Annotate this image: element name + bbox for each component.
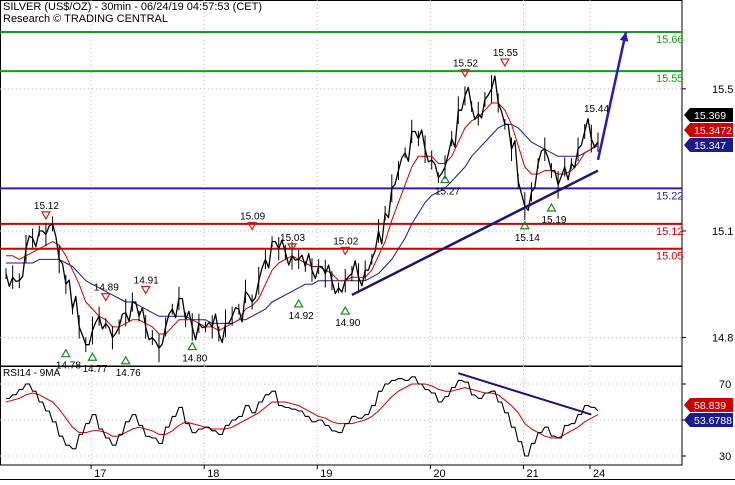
last-value-label: 15.369 xyxy=(694,110,726,122)
rsi-last-value-label: 53.6788 xyxy=(694,415,732,427)
low-label: 14.76 xyxy=(116,368,141,379)
level-label: 15.55 xyxy=(656,73,684,85)
y-tick-label: 15.5 xyxy=(712,84,733,96)
high-marker xyxy=(286,243,298,253)
rsi-line xyxy=(5,376,599,457)
high-marker xyxy=(340,246,351,256)
rsi-title: RSI14 - 9MA xyxy=(3,368,61,379)
ma-fast-line xyxy=(6,102,599,335)
low-label: 14.80 xyxy=(182,354,207,365)
low-label: 15.27 xyxy=(435,187,460,198)
rsi-y-tick-label: 70 xyxy=(719,379,731,391)
low-marker xyxy=(60,348,71,358)
low-label: 14.77 xyxy=(82,364,107,375)
rsi-last-value-box xyxy=(684,413,733,427)
low-label: 15.14 xyxy=(515,233,540,244)
high-label: 15.03 xyxy=(280,233,305,244)
research-credit: Research © TRADING CENTRAL xyxy=(3,13,168,25)
rsi-last-value-label: 58.839 xyxy=(694,400,726,412)
high-marker xyxy=(40,211,51,221)
x-tick-label: 21 xyxy=(526,468,538,480)
high-label: 15.55 xyxy=(493,48,518,59)
last-value-box xyxy=(684,138,733,152)
high-label: 15.09 xyxy=(240,212,265,223)
low-label: 14.78 xyxy=(56,361,81,372)
projection-arrowhead xyxy=(619,31,629,42)
low-marker xyxy=(87,352,98,361)
high-label: 15.12 xyxy=(34,201,59,212)
x-tick-label: 20 xyxy=(433,468,445,480)
y-tick-label: 14.8 xyxy=(712,333,733,345)
x-tick-label: 24 xyxy=(593,468,605,480)
last-value-box xyxy=(684,123,733,137)
last-value-box xyxy=(684,108,733,122)
rsi-trendline xyxy=(458,372,592,416)
last-value-label: 15.3472 xyxy=(694,125,732,137)
low-marker xyxy=(439,174,451,184)
ma-slow-line xyxy=(6,123,599,324)
low-marker xyxy=(293,298,304,308)
target-label: 15.44 xyxy=(584,104,609,115)
x-tick-label: 18 xyxy=(207,468,219,480)
rsi-y-tick-label: 30 xyxy=(719,451,731,463)
level-label: 15.05 xyxy=(656,251,684,263)
low-label: 15.19 xyxy=(541,215,566,226)
x-tick-label: 19 xyxy=(320,468,332,480)
rsi-last-value-box xyxy=(684,398,733,412)
low-marker xyxy=(187,341,198,351)
rsi-ma-line xyxy=(5,383,599,439)
low-marker xyxy=(340,305,351,315)
main-frame xyxy=(0,0,683,367)
level-label: 15.66 xyxy=(656,34,684,46)
projection-arrow xyxy=(596,31,628,161)
rsi-frame xyxy=(0,366,683,466)
y-tick-label: 15.1 xyxy=(712,226,733,238)
high-marker xyxy=(100,292,111,302)
chart-title: SILVER (US$/OZ) - 30min - 06/24/19 04:57… xyxy=(3,1,263,13)
low-marker xyxy=(519,220,530,230)
price-line xyxy=(5,75,599,349)
high-label: 15.52 xyxy=(453,59,478,70)
low-marker xyxy=(546,202,557,212)
x-tick-label: 17 xyxy=(94,468,106,480)
level-label: 15.22 xyxy=(656,190,684,202)
high-marker xyxy=(459,69,471,78)
high-label: 14.91 xyxy=(134,275,159,286)
last-value-label: 15.347 xyxy=(694,140,726,152)
high-label: 15.02 xyxy=(333,236,358,247)
support-trendline xyxy=(351,169,599,297)
high-marker xyxy=(140,285,151,295)
low-marker xyxy=(120,355,131,365)
low-label: 14.90 xyxy=(335,318,360,329)
high-marker xyxy=(499,58,510,68)
high-label: 14.89 xyxy=(94,283,119,294)
level-label: 15.12 xyxy=(656,226,684,238)
low-label: 14.92 xyxy=(289,311,314,322)
high-marker xyxy=(247,221,258,231)
